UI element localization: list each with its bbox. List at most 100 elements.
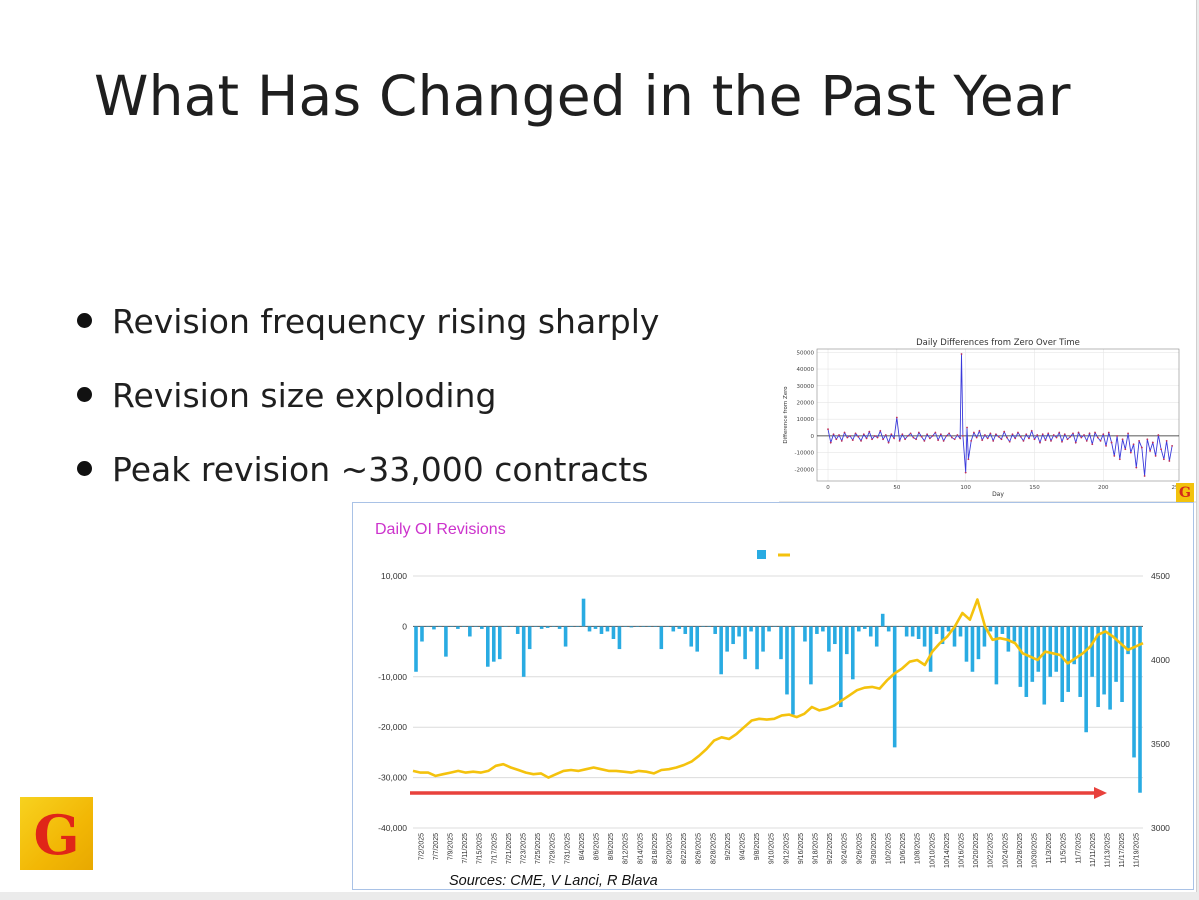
bullet-text: Peak revision ~33,000 contracts — [112, 450, 649, 489]
bar — [743, 626, 747, 660]
data-point — [1121, 438, 1124, 441]
x-tick-label: 10/2/2025 — [886, 833, 893, 864]
bar — [1108, 626, 1112, 710]
data-point — [926, 433, 929, 436]
data-point — [865, 437, 868, 440]
data-point — [829, 441, 832, 444]
data-point — [871, 438, 873, 441]
data-point — [1160, 448, 1163, 451]
data-point — [1055, 436, 1058, 439]
data-point — [1072, 432, 1074, 435]
bar — [904, 626, 909, 637]
data-point — [970, 439, 973, 442]
x-tick-label: 9/30/2025 — [871, 833, 878, 864]
bar — [1120, 626, 1124, 702]
data-point — [1154, 455, 1157, 457]
bar — [1018, 626, 1023, 687]
y-tick-label: 50000 — [797, 350, 815, 356]
bar — [809, 626, 813, 685]
y2-tick-label: 3000 — [1151, 823, 1170, 833]
bar — [1000, 626, 1005, 634]
data-point — [1168, 460, 1171, 462]
bar — [821, 626, 825, 632]
y-tick-label: 40000 — [797, 367, 815, 373]
x-tick-label: 11/11/2025 — [1090, 833, 1097, 867]
data-point — [912, 436, 915, 439]
bar — [474, 626, 478, 627]
x-tick-label: 9/24/2025 — [842, 833, 849, 864]
data-point — [923, 439, 926, 442]
bar — [928, 626, 933, 672]
bar — [827, 626, 831, 652]
source-note: Sources: CME, V Lanci, R Blava — [449, 873, 658, 889]
data-point — [1008, 440, 1011, 443]
logo-large-letter: G — [33, 803, 80, 867]
data-point — [1107, 431, 1110, 434]
data-point — [986, 437, 989, 440]
data-point — [956, 434, 959, 436]
data-point — [879, 429, 882, 432]
x-tick-label: 11/17/2025 — [1119, 833, 1126, 868]
data-point — [997, 435, 1000, 438]
bullet-dot — [77, 313, 92, 328]
data-point — [934, 431, 937, 434]
x-axis-label: Day — [992, 491, 1004, 498]
data-point — [992, 439, 995, 442]
bar — [611, 626, 616, 639]
bar — [892, 626, 897, 748]
bar — [623, 626, 628, 627]
data-point — [1044, 439, 1047, 441]
x-tick-label: 200 — [1098, 485, 1109, 491]
data-point — [1019, 435, 1022, 438]
data-point — [989, 432, 992, 435]
y-tick-label: 10000 — [797, 417, 815, 423]
bar — [839, 626, 843, 708]
bar — [994, 626, 999, 685]
data-point — [1025, 433, 1028, 436]
x-tick-label: 8/12/2025 — [623, 833, 630, 864]
x-tick-label: 9/18/2025 — [813, 833, 820, 864]
data-point — [893, 437, 895, 440]
data-point — [1091, 443, 1094, 446]
bar — [791, 626, 795, 715]
bar — [737, 626, 741, 637]
bar — [491, 626, 496, 662]
daily-differences-svg: Daily Differences from Zero Over Time500… — [779, 338, 1196, 503]
bar — [922, 626, 927, 647]
x-tick-label: 9/8/2025 — [754, 833, 761, 860]
data-point — [978, 429, 981, 432]
logo-small: G — [1176, 483, 1194, 503]
data-point — [1096, 436, 1099, 439]
x-tick-label: 9/2/2025 — [725, 833, 732, 860]
bar — [1024, 626, 1029, 697]
x-tick-label: 11/19/2025 — [1134, 833, 1141, 868]
y-tick-label: -40,000 — [378, 823, 407, 833]
data-point — [945, 434, 948, 437]
bar — [970, 626, 975, 672]
bar — [958, 626, 963, 637]
data-point — [1061, 440, 1063, 443]
daily-differences-chart: Daily Differences from Zero Over Time 500… — [779, 335, 1196, 503]
data-point — [849, 434, 851, 437]
data-point — [942, 439, 945, 442]
data-point — [1135, 466, 1138, 469]
bullet-item: Revision frequency rising sharply — [74, 300, 659, 374]
bar — [851, 626, 855, 680]
bar — [462, 626, 466, 627]
x-tick-label: 7/11/2025 — [462, 833, 469, 864]
logo-small-letter: G — [1179, 485, 1191, 501]
data-point — [1036, 434, 1039, 436]
data-point — [1165, 439, 1168, 442]
data-point — [937, 439, 940, 441]
bar — [444, 626, 448, 657]
bar — [450, 626, 454, 627]
x-tick-label: 7/7/2025 — [433, 833, 440, 860]
bar — [845, 626, 849, 655]
bar — [1126, 626, 1130, 655]
bar — [988, 626, 993, 632]
bar — [1072, 626, 1076, 665]
x-tick-label: 7/21/2025 — [506, 833, 513, 864]
x-tick-label: 11/5/2025 — [1061, 833, 1068, 864]
bar — [886, 626, 891, 632]
data-point — [840, 439, 843, 442]
